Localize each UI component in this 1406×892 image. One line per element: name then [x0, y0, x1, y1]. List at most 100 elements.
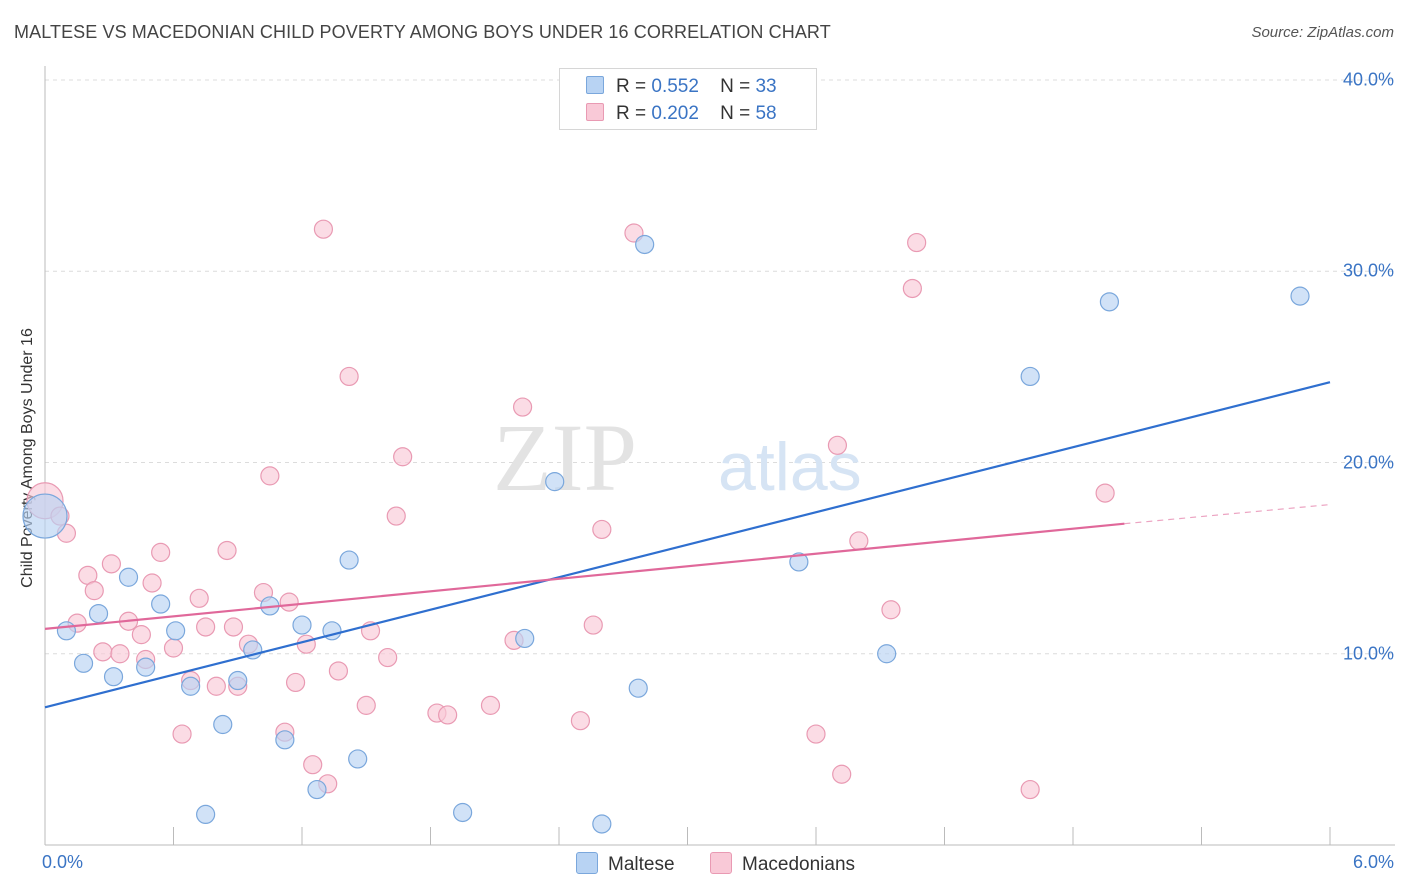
maltese-point: [307, 779, 327, 800]
macedonians-swatch: [586, 103, 604, 121]
legend-r-value-maltese: 0.552: [651, 76, 699, 97]
y-tick-label: 40.0%: [1342, 69, 1394, 90]
macedonians-point: [84, 581, 104, 601]
maltese-point: [275, 730, 295, 750]
macedonians-point: [592, 519, 612, 540]
legend-r-value-macedonians: 0.202: [651, 103, 699, 124]
maltese-point: [166, 621, 186, 641]
macedonians-point: [151, 542, 171, 562]
macedonians-point: [512, 397, 533, 417]
legend-maltese-label: Maltese: [608, 854, 675, 875]
macedonians-point: [101, 554, 121, 574]
x-tick-label-min: 0.0%: [42, 852, 84, 872]
macedonians-point: [339, 366, 359, 387]
macedonians-point: [827, 435, 848, 455]
grid-lines: [45, 79, 1395, 655]
maltese-point: [628, 678, 648, 698]
stats-legend: R = 0.552 N = 33 R = 0.202 N = 58: [559, 68, 817, 130]
macedonians-point: [386, 506, 406, 526]
legend-row-macedonians: R = 0.202 N = 58: [586, 103, 777, 125]
macedonians-point: [189, 588, 209, 608]
chart-title: MALTESE VS MACEDONIAN CHILD POVERTY AMON…: [14, 22, 831, 42]
macedonians-point: [356, 695, 376, 715]
macedonians-point: [163, 638, 184, 658]
macedonians-point: [1020, 779, 1040, 800]
maltese-swatch: [576, 852, 598, 874]
bottom-legend-maltese: Maltese: [576, 852, 675, 876]
maltese-point: [118, 567, 139, 587]
macedonians-point: [438, 705, 458, 725]
legend-macedonians-label: Macedonians: [742, 854, 856, 875]
maltese-point: [228, 670, 248, 691]
macedonians-point: [881, 600, 901, 620]
macedonians-point: [1095, 483, 1115, 503]
maltese-point: [348, 749, 368, 769]
macedonians-point: [832, 764, 852, 784]
maltese-point: [181, 676, 201, 696]
macedonians-point: [583, 615, 603, 635]
trend-lines: [44, 381, 1331, 709]
maltese-point: [592, 814, 612, 834]
y-tick-label: 30.0%: [1342, 260, 1394, 281]
macedonians-point: [217, 540, 237, 561]
maltese-point: [1099, 292, 1120, 312]
macedonians-swatch: [710, 852, 732, 874]
maltese-point: [88, 603, 109, 624]
maltese-point: [789, 552, 809, 572]
macedonians-trend-extension: [1124, 503, 1331, 525]
maltese-point: [545, 472, 565, 492]
maltese-point: [877, 644, 897, 664]
macedonians-point: [131, 625, 151, 645]
maltese-point: [196, 804, 216, 825]
macedonians-point: [279, 592, 299, 612]
legend-n-value-maltese: 33: [755, 76, 777, 97]
legend-r-label: R =: [616, 103, 647, 124]
legend-n-label: N =: [720, 76, 751, 97]
legend-r-label: R =: [616, 76, 647, 97]
maltese-point: [1020, 366, 1040, 387]
macedonians-trend-line: [44, 522, 1125, 630]
macedonians-point: [328, 661, 349, 681]
maltese-point: [635, 234, 655, 255]
macedonians-point: [378, 647, 398, 668]
watermark-zip: ZIP: [493, 404, 637, 511]
y-tick-label: 10.0%: [1342, 643, 1394, 664]
macedonians-point: [296, 634, 316, 654]
legend-row-maltese: R = 0.552 N = 33: [586, 76, 777, 98]
macedonians-point: [172, 724, 192, 744]
y-tick-label: 20.0%: [1342, 452, 1394, 472]
maltese-point: [453, 802, 473, 823]
macedonians-point: [223, 617, 244, 637]
maltese-point: [213, 714, 233, 735]
macedonians-point: [806, 724, 826, 744]
macedonians-point: [313, 219, 334, 239]
macedonians-point: [393, 447, 413, 467]
macedonians-point: [285, 672, 306, 693]
macedonians-point: [206, 676, 226, 696]
maltese-points: [22, 234, 1310, 834]
bottom-legend-macedonians: Macedonians: [710, 852, 855, 876]
source-credit: Source: ZipAtlas.com: [1251, 24, 1394, 41]
maltese-point: [56, 621, 77, 641]
macedonians-point: [902, 278, 922, 299]
maltese-point: [103, 667, 124, 687]
maltese-point: [136, 657, 156, 677]
watermark: ZIP atlas: [493, 404, 862, 511]
macedonians-point: [570, 711, 591, 731]
macedonians-point: [480, 695, 501, 715]
macedonians-point: [93, 642, 113, 662]
maltese-point: [151, 594, 171, 614]
macedonians-point: [260, 466, 280, 486]
x-tick-label-max: 6.0%: [1352, 852, 1394, 872]
macedonians-point: [303, 755, 323, 775]
maltese-trend-line: [44, 381, 1331, 709]
macedonians-point: [110, 644, 130, 664]
macedonians-point: [196, 617, 216, 637]
legend-n-value-macedonians: 58: [755, 103, 777, 124]
maltese-point: [515, 628, 535, 649]
macedonians-point: [907, 232, 927, 253]
macedonians-point: [849, 531, 869, 551]
axes: [44, 66, 1395, 846]
macedonians-point: [142, 573, 162, 593]
